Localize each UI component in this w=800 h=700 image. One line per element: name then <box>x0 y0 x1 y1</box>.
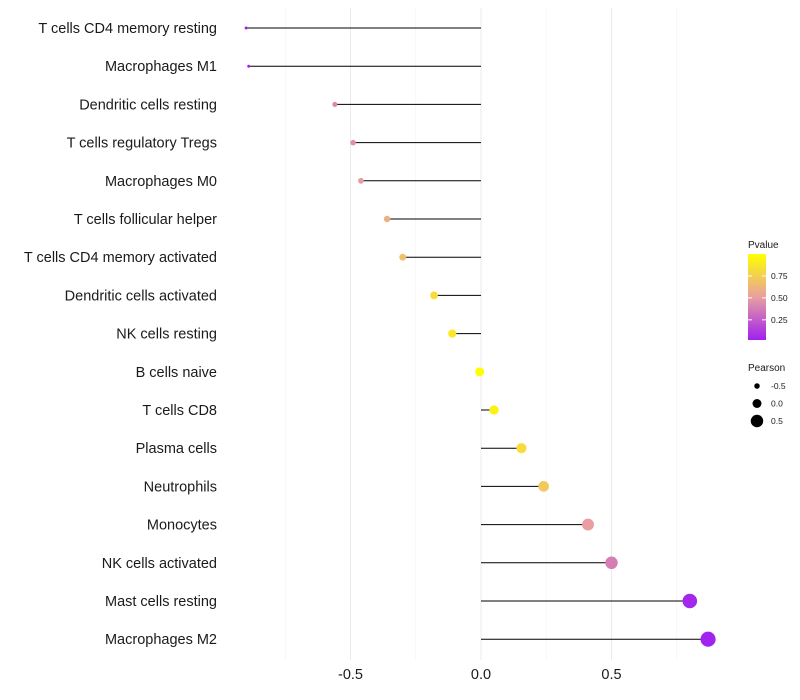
y-axis-label: T cells CD4 memory activated <box>24 250 217 266</box>
lollipop-point <box>383 215 391 223</box>
legend-pearson-dot <box>752 399 762 408</box>
legend-pearson-label: -0.5 <box>771 381 786 391</box>
legend-pearson-dot <box>754 383 760 389</box>
y-axis-label: T cells CD8 <box>142 403 217 419</box>
legend-pearson-dot <box>750 414 764 428</box>
y-axis-label: T cells CD4 memory resting <box>38 21 217 37</box>
x-axis-tick-label: -0.5 <box>338 667 363 683</box>
lollipop-point <box>538 481 549 492</box>
legend-pearson-sizes: -0.5 0.0 0.5 <box>750 381 786 428</box>
legend-pvalue-tick-label: 0.25 <box>771 315 788 325</box>
legend-pvalue-ticks: 0.25 0.50 0.75 <box>748 271 788 325</box>
lollipop-point <box>582 518 594 531</box>
lollipop-point <box>350 139 356 146</box>
legend-pearson-label: 0.5 <box>771 416 783 426</box>
y-axis-label: Mast cells resting <box>105 594 217 610</box>
legend-pvalue-tick-label: 0.50 <box>771 293 788 303</box>
legend-pearson-label: 0.0 <box>771 399 783 409</box>
y-axis-label: Dendritic cells activated <box>65 288 217 304</box>
lollipop-point <box>399 253 407 261</box>
y-axis-label: Neutrophils <box>144 479 217 495</box>
lollipop-point <box>358 177 364 184</box>
lollipop-point <box>516 443 527 454</box>
lollipop-point <box>700 631 716 647</box>
lollipop-point <box>430 291 438 300</box>
y-axis-label: Dendritic cells resting <box>79 97 217 113</box>
x-axis-ticks: -0.5 0.0 0.5 <box>338 667 622 683</box>
lollipop-point <box>475 367 485 377</box>
lollipop-point <box>332 101 338 107</box>
lollipop-point <box>244 26 248 30</box>
y-axis-label: Macrophages M2 <box>105 632 217 648</box>
x-axis-tick-label: 0.5 <box>601 667 621 683</box>
lollipop-sticks <box>246 27 709 640</box>
y-axis-label: NK cells activated <box>102 556 217 572</box>
legend: Pvalue 0.25 0.50 0.75 Pearson -0.5 0.0 0.5 <box>748 240 788 428</box>
y-axis-label: NK cells resting <box>116 327 217 343</box>
y-axis-label: T cells follicular helper <box>74 212 217 228</box>
y-axis-label: B cells naive <box>136 365 217 381</box>
legend-pvalue-title: Pvalue <box>748 240 779 251</box>
legend-pearson-title: Pearson <box>748 363 785 374</box>
grid-lines <box>284 8 678 660</box>
lollipop-points <box>244 26 716 647</box>
lollipop-point <box>489 405 499 415</box>
y-axis-label: Monocytes <box>147 518 217 534</box>
y-axis-label: T cells regulatory Tregs <box>67 136 217 152</box>
y-axis-label: Macrophages M0 <box>105 174 217 190</box>
legend-pvalue-tick-label: 0.75 <box>771 271 788 281</box>
y-axis-label: Plasma cells <box>136 441 217 457</box>
lollipop-point <box>247 64 251 68</box>
lollipop-point <box>605 556 618 570</box>
lollipop-point <box>448 329 457 338</box>
x-axis-tick-label: 0.0 <box>471 667 491 683</box>
y-axis-label: Macrophages M1 <box>105 59 217 75</box>
legend-pvalue-colorbar <box>748 254 766 340</box>
y-axis-labels: T cells CD4 memory resting Macrophages M1… <box>24 21 217 648</box>
lollipop-point <box>682 593 698 609</box>
